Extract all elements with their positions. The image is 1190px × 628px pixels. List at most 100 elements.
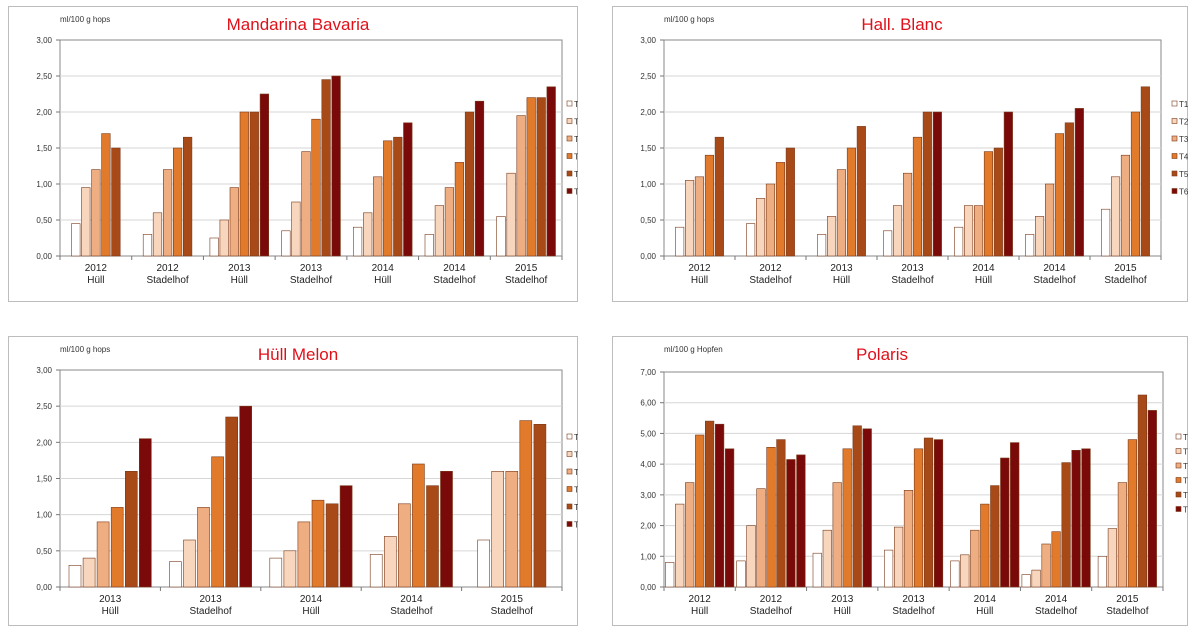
bar [229,187,239,257]
bar [474,100,485,257]
legend-swatch [566,153,573,159]
bar [960,554,970,588]
bar [383,140,393,257]
bar [786,459,796,588]
legend-swatch [566,521,573,527]
bar [822,529,832,588]
x-tick-label-year: 2015 [501,594,524,605]
x-tick-label-year: 2012 [689,594,712,605]
x-tick-label-year: 2013 [228,263,251,274]
legend-swatch [566,433,573,440]
bar [111,147,121,257]
x-tick-label-site: Stadelhof [505,275,547,286]
legend-swatch [566,468,573,475]
bar [892,205,903,257]
bar [902,172,913,257]
plot-area [663,371,1164,588]
bar [923,437,934,588]
bar [715,423,725,588]
bar [91,169,101,257]
legend-label: T6 [1183,506,1188,515]
x-tick-label-site: Hüll [102,606,119,617]
bar [1101,208,1111,257]
chart-panel-huell-melon: 0,00 0,50 1,00 1,50 2,00 2,50 3,00 ml/100 g hop… [8,336,578,626]
bar [832,482,842,588]
bar [219,219,229,257]
bar [1071,450,1081,588]
bar [776,439,786,588]
bar [454,162,465,257]
bar [775,162,785,257]
bar [922,111,932,257]
x-tick-label-year: 2013 [199,594,222,605]
bar [736,560,746,588]
bar [675,503,685,588]
y-tick-label: 0,50 [36,547,52,556]
legend-label: T2 [1179,118,1188,127]
legend-label: T5 [574,503,578,512]
x-tick-label-year: 2013 [830,263,853,274]
legend-swatch [566,135,573,142]
bar [883,549,894,588]
bar [694,176,704,257]
legend-label: T2 [574,118,578,127]
x-tick-label-year: 2015 [1116,594,1139,605]
bar [993,147,1003,257]
bar [311,118,321,257]
y-tick-label: 2,00 [36,438,52,447]
bar [1110,176,1121,257]
y-tick-label: 4,00 [640,460,656,469]
x-tick-label-site: Stadelhof [146,275,188,286]
legend-label: T3 [574,468,578,477]
bar [152,212,163,257]
legend-swatch [1171,170,1178,177]
bar [856,126,866,257]
chart-panel-polaris: 0,00 1,00 2,00 3,00 4,00 5,00 6,00 7,00 ml/100 g… [612,336,1188,626]
legend-label: T2 [1183,448,1188,457]
legend-label: T1 [574,100,578,109]
x-tick-label-site: Hüll [302,606,319,617]
x-tick-label-year: 2013 [901,263,924,274]
legend-label: T5 [1179,170,1188,179]
bar [536,97,546,257]
bar [983,151,994,257]
bar [1034,216,1045,257]
bar [311,499,325,588]
chart-panel-mandarina-bavaria: 0,00 0,50 1,00 1,50 2,00 2,50 3,00 ml/100 g hop… [8,6,578,302]
bar [71,223,81,257]
y-tick-label: 1,50 [36,144,52,153]
legend-label: T6 [574,188,578,197]
bar [1127,439,1137,588]
bar [352,226,363,257]
bar [269,557,283,588]
x-tick-label-site: Stadelhof [390,606,432,617]
bar [169,561,182,588]
legend-label: T4 [1183,477,1188,486]
y-tick-label: 2,00 [36,108,52,117]
bar [903,490,914,588]
x-tick-label-site: Hüll [87,275,104,286]
bar [665,562,675,588]
bar [1061,462,1071,588]
y-tick-label: 2,00 [640,108,656,117]
bar [125,471,138,588]
chart-svg-mandarina-bavaria: 0,00 0,50 1,00 1,50 2,00 2,50 3,00 ml/100 g hop… [8,6,578,302]
legend-label: T5 [574,170,578,179]
bar [883,230,893,257]
x-tick-label-year: 2014 [1045,594,1068,605]
bar [96,521,110,588]
bar [746,223,756,257]
y-tick-label: 0,00 [640,583,656,592]
legend-label: T6 [1179,188,1188,197]
legend-label: T5 [1183,491,1188,500]
legend-label: T1 [1183,433,1188,442]
x-tick-label-site: Stadelhof [491,606,533,617]
x-tick-label-site: Stadelhof [891,275,933,286]
x-tick-label-year: 2014 [1043,263,1066,274]
bar [505,471,519,588]
y-tick-label: 2,50 [640,72,656,81]
bar [183,136,193,257]
bar [412,463,425,588]
bar [209,237,219,257]
bar [1021,574,1031,588]
